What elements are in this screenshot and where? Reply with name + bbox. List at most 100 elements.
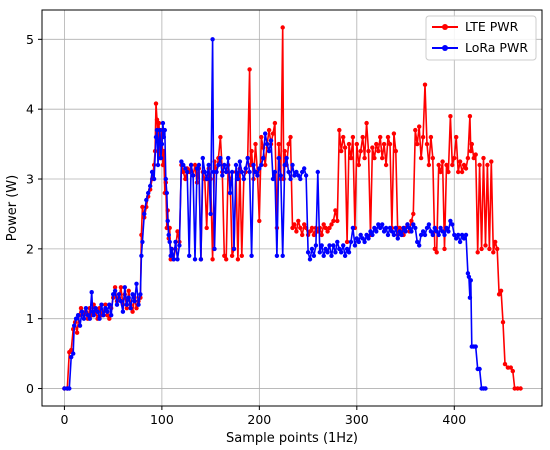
series-lora (62, 37, 488, 391)
data-point-lora (463, 232, 469, 238)
data-point-lte (181, 169, 186, 175)
data-point-lte (493, 239, 498, 245)
data-point-lte (479, 246, 484, 252)
data-point-lora (87, 316, 93, 321)
data-point-lte (354, 141, 359, 147)
data-point-lte (302, 222, 307, 227)
data-point-lora (204, 176, 209, 182)
data-point-lte (477, 162, 482, 168)
data-point-lora (200, 155, 205, 161)
legend-item-lte: LTE PWR (432, 19, 519, 34)
data-point-lte (307, 229, 313, 234)
data-point-lora (387, 225, 393, 231)
data-point-lte (239, 253, 244, 258)
x-tick-label: 400 (442, 412, 466, 427)
data-point-lora (253, 169, 258, 175)
data-point-lte (105, 313, 110, 318)
data-point-lte (413, 127, 418, 133)
data-point-lte (222, 253, 227, 258)
data-point-lora (208, 211, 213, 217)
data-point-lte (107, 316, 112, 321)
data-point-lte (424, 141, 430, 147)
data-point-lora (420, 229, 426, 234)
data-point-lte (432, 246, 437, 252)
data-point-lora (164, 190, 169, 196)
data-point-lte (434, 250, 439, 255)
data-point-lora (315, 169, 320, 175)
data-point-lte (418, 155, 424, 161)
data-point-lora (183, 166, 188, 171)
data-point-lte (393, 148, 398, 154)
data-point-lte (126, 288, 131, 293)
data-point-lora (192, 257, 198, 262)
data-point-lora (126, 295, 131, 300)
data-point-lora (235, 176, 241, 182)
data-point-lora (185, 169, 190, 175)
data-point-lte (253, 141, 258, 147)
data-point-lte (247, 67, 252, 72)
data-point-lora (413, 225, 418, 231)
data-point-lte (276, 141, 281, 147)
data-point-lora (107, 302, 112, 307)
data-point-lora (477, 366, 482, 372)
data-point-lora (175, 257, 180, 262)
data-point-lora (114, 302, 120, 307)
data-point-lte (348, 155, 354, 161)
data-point-lora (251, 162, 256, 168)
data-point-lora (149, 169, 155, 175)
data-point-lora (214, 169, 219, 175)
data-point-lte (134, 306, 139, 311)
data-point-lora (442, 232, 447, 238)
data-point-lte (210, 257, 215, 262)
data-point-lte (257, 218, 262, 224)
data-point-lora (128, 306, 133, 311)
legend-item-lora: LoRa PWR (432, 40, 528, 55)
x-axis-label: Sample points (1Hz) (226, 431, 358, 446)
data-point-lora (426, 222, 432, 227)
data-point-lte (112, 285, 118, 290)
data-point-lte (468, 148, 473, 154)
data-point-lte (420, 134, 426, 140)
data-point-lte (335, 218, 340, 224)
data-point-lora (465, 271, 471, 276)
data-point-lte (496, 292, 502, 297)
data-point-lora (157, 127, 163, 133)
data-point-lte (487, 246, 492, 252)
data-point-lte (387, 141, 393, 147)
data-point-lte (249, 148, 254, 154)
data-point-lora (409, 229, 414, 234)
data-point-lora (360, 236, 365, 241)
data-point-lora (440, 229, 445, 234)
data-point-lora (167, 239, 172, 245)
data-point-lora (319, 243, 324, 248)
data-point-lora (424, 225, 430, 231)
legend-marker-lte (442, 24, 448, 30)
data-point-lte (463, 166, 469, 171)
data-point-lte (380, 155, 385, 161)
legend: LTE PWR LoRa PWR (425, 15, 537, 61)
data-point-lte (341, 134, 346, 140)
data-point-lora (292, 173, 297, 178)
data-point-lora (222, 162, 227, 168)
data-point-lora (403, 229, 408, 234)
data-point-lte (130, 309, 135, 314)
data-point-lora (188, 162, 194, 168)
data-point-lora (393, 225, 398, 231)
data-point-lora (95, 309, 100, 314)
data-point-lte (204, 225, 209, 231)
data-point-lora (374, 229, 379, 234)
data-point-lora (454, 236, 459, 241)
data-point-lora (383, 225, 389, 231)
data-point-lte (378, 134, 383, 140)
data-point-lora (298, 176, 303, 182)
data-point-lte (485, 162, 490, 168)
x-tick-label: 200 (247, 412, 271, 427)
data-point-lora (452, 232, 457, 238)
data-point-lora (136, 302, 141, 307)
data-point-lte (118, 285, 124, 290)
data-point-lte (294, 229, 299, 234)
series-layer (62, 25, 523, 391)
data-point-lte (391, 131, 397, 136)
x-tick-label: 300 (345, 412, 369, 427)
